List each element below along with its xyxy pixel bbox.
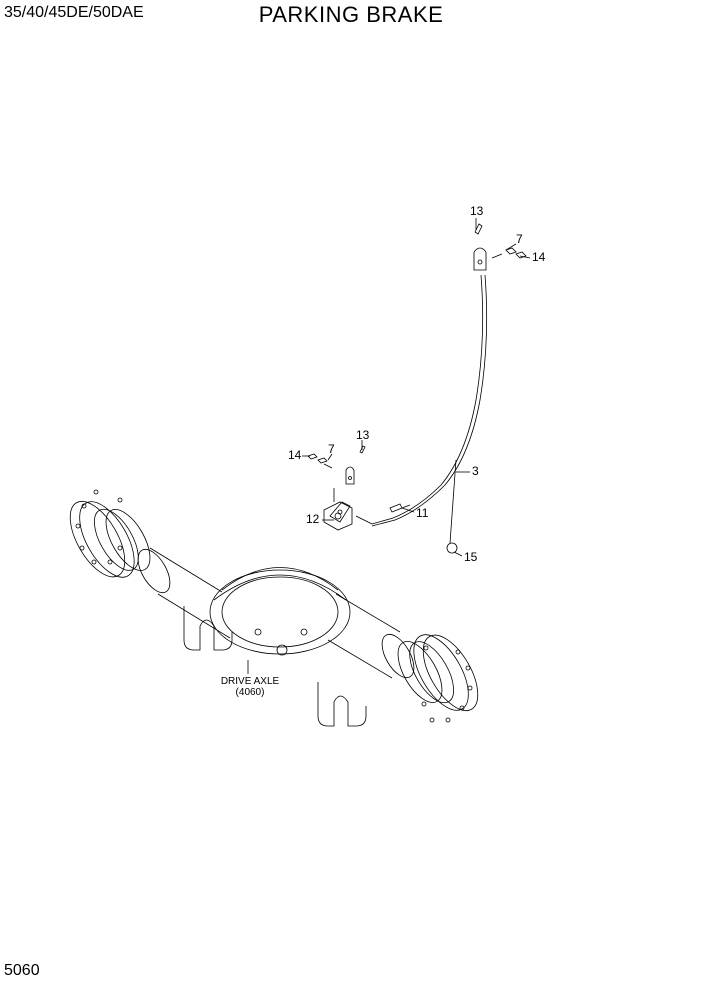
drive-axle-label: DRIVE AXLE (4060): [210, 676, 290, 698]
callout-7-mid: 7: [328, 442, 335, 456]
page-root: { "header": { "model": "35/40/45DE/50DAE…: [0, 0, 702, 992]
callout-11: 11: [416, 506, 428, 520]
drive-axle-label-line1: DRIVE AXLE: [221, 676, 279, 687]
callout-7-upper: 7: [516, 232, 523, 246]
callout-13-mid: 13: [356, 428, 369, 442]
callout-14-upper: 14: [532, 250, 545, 264]
parking-brake-diagram: [0, 0, 702, 992]
drive-axle-label-line2: (4060): [236, 687, 265, 698]
callout-12: 12: [306, 512, 319, 526]
callout-3: 3: [472, 464, 479, 478]
callout-15: 15: [464, 550, 477, 564]
callout-14-mid: 14: [288, 448, 301, 462]
callout-13-upper: 13: [470, 204, 483, 218]
